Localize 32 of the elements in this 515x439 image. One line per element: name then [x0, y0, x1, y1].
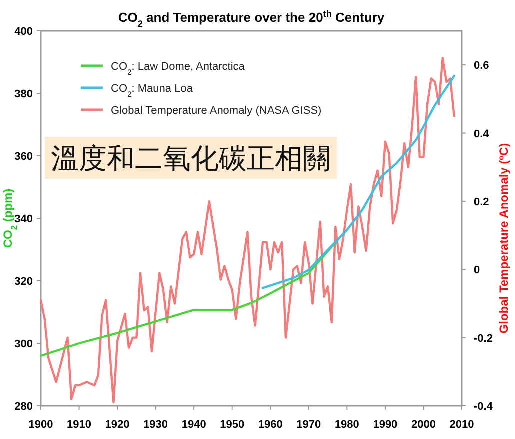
y-tick-label: 380	[14, 88, 33, 100]
y-tick-label: 360	[14, 151, 33, 163]
y2-tick-label: 0.2	[474, 196, 490, 208]
x-tick-label: 2010	[450, 419, 474, 431]
x-tick-label: 2000	[411, 419, 436, 431]
x-tick-label: 1920	[105, 419, 130, 431]
line-series	[40, 57, 456, 404]
y2-tick-label: 0.4	[474, 128, 490, 140]
x-tick-label: 1910	[67, 419, 92, 431]
y-tick-label: 400	[14, 26, 33, 38]
x-tick-label: 1940	[182, 419, 206, 431]
x-tick-label: 1970	[296, 419, 322, 431]
y-tick-label: 300	[14, 338, 33, 350]
x-tick-label: 1900	[28, 419, 54, 431]
legend-label: Global Temperature Anomaly (NASA GISS)	[111, 105, 322, 117]
x-tick-label: 1980	[334, 419, 360, 431]
annotation: 溫度和二氧化碳正相關	[51, 143, 331, 174]
y2-tick-label: 0	[474, 264, 480, 277]
x-tick-label: 1990	[373, 419, 398, 431]
y2-tick-label: -0.4	[474, 401, 494, 413]
chart-title: CO$_{2}$ and Temperature over the 20$^{th}$ Century	[118, 9, 386, 29]
y-tick-label: 280	[14, 401, 33, 413]
legend-label: CO$_{2}$: Mauna Loa	[111, 83, 194, 98]
y2-tick-label: -0.2	[474, 332, 493, 345]
y2-tick-label: 0.6	[474, 60, 490, 72]
y-tick-label: 320	[14, 276, 33, 288]
x-tick-label: 1950	[220, 419, 245, 431]
x-tick-label: 1930	[144, 419, 168, 431]
x-tick-label: 1960	[258, 419, 283, 431]
y2-axis-title: Global Temperature Anomaly (ºC)	[497, 143, 511, 334]
legend-label: CO$_{2}$: Law Dome, Antarctica	[111, 61, 246, 76]
y-tick-label: 340	[14, 214, 33, 226]
